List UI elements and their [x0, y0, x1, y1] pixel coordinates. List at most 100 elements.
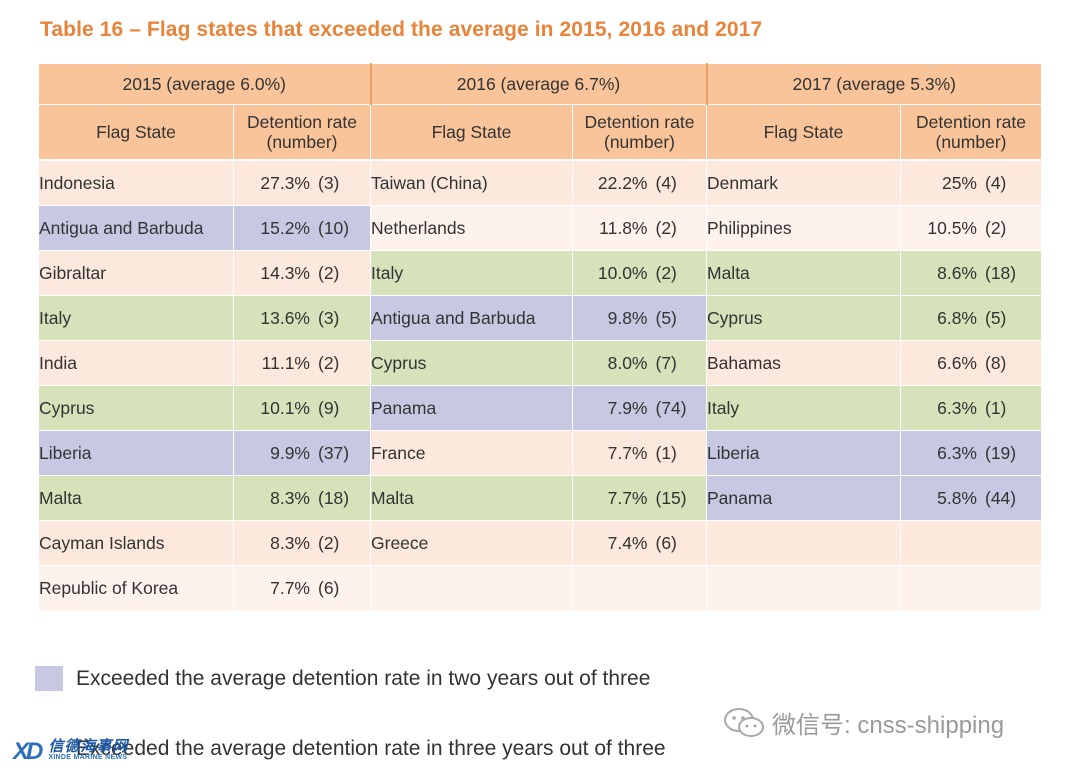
detention-count: (15) [655, 487, 687, 508]
detention-rate-cell: 6.8% (5) [900, 295, 1042, 341]
flag-state-cell: Italy [370, 250, 573, 296]
flag-state-cell: Cyprus [38, 385, 234, 431]
detention-rate-cell: 10.5% (2) [900, 205, 1042, 251]
flag-state-cell [706, 520, 901, 566]
detention-count: (37) [318, 442, 350, 463]
detention-rate-percent: 10.1% [260, 397, 310, 418]
flag-state-header-2017: Flag State [706, 104, 901, 161]
detention-rate-header-line2: (number) [266, 132, 338, 152]
flag-state-cell: Liberia [38, 430, 234, 476]
year-header-2017: 2017 (average 5.3%) [706, 63, 1042, 105]
flag-state-cell: Italy [706, 385, 901, 431]
table-row: Gibraltar 14.3% (2) Italy 10.0% (2) Malta 8.6% (… [38, 250, 1042, 296]
flag-state-cell: Indonesia [38, 159, 234, 206]
detention-rate-percent: 7.7% [607, 487, 648, 508]
detention-count: (2) [655, 217, 677, 238]
flag-state-cell: Italy [38, 295, 234, 341]
table-row: India 11.1% (2) Cyprus 8.0% (7) Bahamas 6.6% (8) [38, 340, 1042, 386]
flag-state-cell: Malta [706, 250, 901, 296]
flag-state-cell: Malta [370, 475, 573, 521]
flag-state-cell: Cyprus [370, 340, 573, 386]
detention-rate-cell: 7.7% (6) [233, 565, 371, 611]
flag-state-cell: Greece [370, 520, 573, 566]
detention-rate-header-2016: Detention rate (number) [572, 104, 707, 161]
detention-rate-header-2017: Detention rate (number) [900, 104, 1042, 161]
detention-rate-percent: 14.3% [260, 262, 310, 283]
flag-state-header-2016: Flag State [370, 104, 573, 161]
legend-text-two-years: Exceeded the average detention rate in t… [76, 666, 651, 690]
detention-rate-header-line1: Detention rate [247, 112, 357, 132]
table-row: Indonesia 27.3% (3) Taiwan (China) 22.2% (4) D… [38, 159, 1042, 206]
detention-rate-percent: 6.6% [937, 352, 977, 373]
flag-state-cell: Antigua and Barbuda [370, 295, 573, 341]
detention-count: (2) [318, 532, 340, 553]
flag-state-cell: Netherlands [370, 205, 573, 251]
table-row: Cyprus 10.1% (9) Panama 7.9% (74) Italy 6.3% (1) [38, 385, 1042, 431]
detention-rate-cell: 7.9% (74) [572, 385, 707, 431]
detention-rate-percent: 9.8% [607, 307, 648, 328]
detention-count: (2) [655, 262, 677, 283]
flag-states-table: 2015 (average 6.0%) 2016 (average 6.7%) … [38, 63, 1042, 611]
wechat-watermark: 微信号: cnss-shipping [722, 705, 1004, 740]
table-body: Indonesia 27.3% (3) Taiwan (China) 22.2% (4) D… [38, 159, 1042, 611]
detention-count: (18) [985, 262, 1017, 283]
detention-rate-cell: 27.3% (3) [233, 159, 371, 206]
detention-rate-cell: 8.3% (18) [233, 475, 371, 521]
flag-state-cell: Bahamas [706, 340, 901, 386]
detention-rate-header-line1: Detention rate [916, 112, 1026, 132]
detention-rate-cell: 13.6% (3) [233, 295, 371, 341]
detention-rate-cell: 9.8% (5) [572, 295, 707, 341]
detention-rate-percent: 7.4% [607, 532, 648, 553]
detention-rate-cell: 5.8% (44) [900, 475, 1042, 521]
legend-text-three-years: Exceeded the average detention rate in t… [76, 736, 666, 760]
logo-name-en: XINDE MARINE NEWS [48, 754, 128, 761]
detention-count: (2) [318, 352, 340, 373]
flag-state-cell: Panama [706, 475, 901, 521]
detention-count: (5) [655, 307, 677, 328]
detention-rate-cell [900, 520, 1042, 566]
flag-state-cell: Gibraltar [38, 250, 234, 296]
detention-rate-header-2015: Detention rate (number) [233, 104, 371, 161]
detention-rate-cell: 8.6% (18) [900, 250, 1042, 296]
detention-rate-percent: 8.0% [607, 352, 648, 373]
detention-rate-percent: 22.2% [597, 172, 648, 193]
detention-count: (3) [318, 307, 340, 328]
table-row: Cayman Islands 8.3% (2) Greece 7.4% (6) [38, 520, 1042, 566]
detention-rate-percent: 6.3% [937, 442, 977, 463]
wechat-icon [724, 707, 764, 737]
flag-state-cell: Cyprus [706, 295, 901, 341]
detention-rate-percent: 5.8% [937, 487, 977, 508]
detention-rate-cell: 7.4% (6) [572, 520, 707, 566]
detention-rate-percent: 15.2% [260, 217, 310, 238]
detention-rate-percent: 11.8% [599, 217, 648, 238]
flag-state-cell: Denmark [706, 159, 901, 206]
detention-rate-percent: 7.7% [270, 577, 310, 598]
flag-state-header-2015: Flag State [38, 104, 234, 161]
detention-count: (2) [985, 217, 1007, 238]
detention-rate-percent: 8.6% [937, 262, 977, 283]
detention-rate-percent: 10.5% [927, 217, 977, 238]
detention-rate-percent: 8.3% [270, 532, 310, 553]
flag-state-cell: Taiwan (China) [370, 159, 573, 206]
detention-rate-cell: 25% (4) [900, 159, 1042, 206]
detention-count: (19) [985, 442, 1017, 463]
detention-rate-cell: 10.1% (9) [233, 385, 371, 431]
detention-count: (44) [985, 487, 1017, 508]
legend-swatch-purple [35, 666, 63, 691]
flag-state-cell: India [38, 340, 234, 386]
logo-text: 信德海事网 XINDE MARINE NEWS [48, 739, 128, 763]
flag-state-cell: Liberia [706, 430, 901, 476]
detention-count: (5) [985, 307, 1007, 328]
flag-state-cell [370, 565, 573, 611]
detention-rate-percent: 6.3% [937, 397, 977, 418]
flag-state-cell: Cayman Islands [38, 520, 234, 566]
detention-rate-percent: 7.7% [607, 442, 648, 463]
detention-rate-cell: 8.0% (7) [572, 340, 707, 386]
year-header-2015: 2015 (average 6.0%) [38, 63, 372, 105]
detention-rate-cell: 22.2% (4) [572, 159, 707, 206]
detention-rate-cell [572, 565, 707, 611]
flag-state-cell: France [370, 430, 573, 476]
detention-rate-percent: 13.6% [260, 307, 310, 328]
detention-rate-percent: 25% [941, 172, 977, 193]
detention-count: (74) [655, 397, 687, 418]
